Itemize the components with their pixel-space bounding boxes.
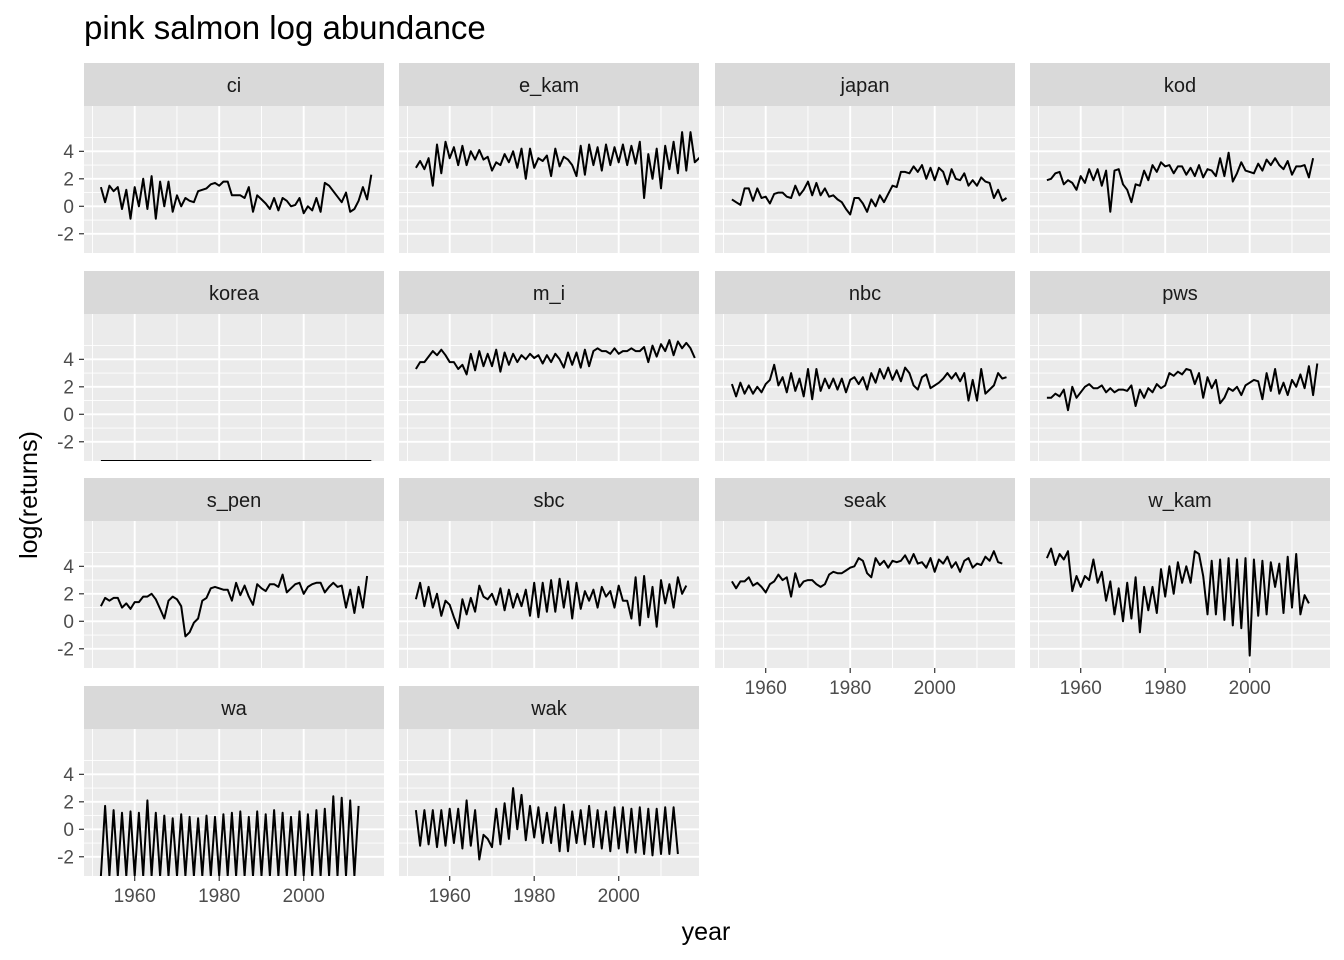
series-line-japan bbox=[731, 164, 1008, 216]
strip-background bbox=[1030, 63, 1330, 106]
series-line-s_pen bbox=[100, 573, 369, 638]
strip-background bbox=[715, 271, 1015, 314]
x-tick-label: 1960 bbox=[745, 678, 787, 699]
strip-label: s_pen bbox=[207, 490, 262, 512]
facet-panel-ci: ci -2 0 2 4 bbox=[57, 63, 384, 253]
strip-label: kod bbox=[1164, 75, 1196, 97]
facet-panel-pws: pws bbox=[1030, 271, 1330, 461]
facet-panels: ci -2 0 2 4 e_kam japan kod korea -2 0 2 4 m_i nbc pws s… bbox=[57, 63, 1330, 907]
strip-background bbox=[399, 271, 699, 314]
y-tick-label: 4 bbox=[63, 765, 74, 786]
y-tick-label: 2 bbox=[63, 169, 74, 190]
y-tick-label: 2 bbox=[63, 792, 74, 813]
strip-background bbox=[715, 478, 1015, 521]
x-tick-label: 2000 bbox=[283, 886, 325, 907]
strip-label: wak bbox=[530, 698, 568, 720]
facet-panel-w_kam: w_kam 1960 1980 2000 bbox=[1030, 478, 1330, 699]
x-tick-label: 1980 bbox=[829, 678, 871, 699]
strip-label: japan bbox=[840, 75, 890, 97]
facet-panel-seak: seak 1960 1980 2000 bbox=[715, 478, 1015, 699]
series-line-pws bbox=[1046, 363, 1319, 412]
facet-panel-m_i: m_i bbox=[399, 271, 699, 461]
series-line-e_kam bbox=[415, 131, 699, 199]
strip-label: e_kam bbox=[519, 75, 579, 97]
series-line-w_kam bbox=[1045, 547, 1310, 657]
facet-panel-wa: wa -2 0 2 4 1960 1980 2000 bbox=[57, 686, 384, 907]
chart-title: pink salmon log abundance bbox=[84, 9, 486, 46]
y-axis-title: log(returns) bbox=[15, 431, 43, 559]
x-tick-label: 2000 bbox=[598, 886, 640, 907]
strip-background bbox=[1030, 271, 1330, 314]
series-line-seak bbox=[731, 550, 1003, 598]
series-line-wak bbox=[414, 787, 679, 861]
strip-background bbox=[1030, 478, 1330, 521]
strip-label: sbc bbox=[533, 490, 564, 512]
x-axis-title: year bbox=[682, 918, 731, 946]
y-tick-label: 4 bbox=[63, 350, 74, 371]
strip-label: ci bbox=[227, 75, 241, 97]
x-tick-label: 1960 bbox=[429, 886, 471, 907]
y-tick-label: -2 bbox=[57, 639, 74, 660]
x-tick-label: 1980 bbox=[513, 886, 555, 907]
y-tick-label: -2 bbox=[57, 432, 74, 453]
strip-background bbox=[399, 63, 699, 106]
series-line-ci bbox=[99, 174, 373, 220]
x-tick-label: 1980 bbox=[1144, 678, 1186, 699]
strip-background bbox=[84, 63, 384, 106]
facet-panel-nbc: nbc bbox=[715, 271, 1015, 461]
facet-panel-korea: korea -2 0 2 4 bbox=[57, 271, 384, 461]
facet-panel-sbc: sbc bbox=[399, 478, 699, 668]
strip-label: w_kam bbox=[1147, 490, 1211, 512]
facet-panel-japan: japan bbox=[715, 63, 1015, 253]
strip-background bbox=[84, 271, 384, 314]
facet-panel-s_pen: s_pen -2 0 2 4 bbox=[57, 478, 384, 668]
y-tick-label: 2 bbox=[63, 584, 74, 605]
x-tick-label: 1980 bbox=[198, 886, 240, 907]
y-tick-label: 4 bbox=[63, 557, 74, 578]
strip-background bbox=[84, 478, 384, 521]
facet-panel-wak: wak 1960 1980 2000 bbox=[399, 686, 699, 907]
series-line-m_i bbox=[415, 339, 696, 376]
y-tick-label: 0 bbox=[63, 612, 74, 633]
strip-background bbox=[399, 686, 699, 729]
x-tick-label: 1960 bbox=[1060, 678, 1102, 699]
y-tick-label: 4 bbox=[63, 142, 74, 163]
facet-panel-e_kam: e_kam bbox=[399, 63, 699, 253]
facet-panel-kod: kod bbox=[1030, 63, 1330, 253]
strip-label: nbc bbox=[849, 283, 881, 305]
series-line-kod bbox=[1046, 151, 1315, 213]
series-line-nbc bbox=[730, 363, 1007, 402]
y-tick-label: 0 bbox=[63, 405, 74, 426]
strip-background bbox=[84, 686, 384, 729]
strip-label: wa bbox=[220, 698, 247, 720]
strip-background bbox=[399, 478, 699, 521]
y-tick-label: -2 bbox=[57, 224, 74, 245]
strip-label: pws bbox=[1162, 283, 1198, 305]
x-tick-label: 2000 bbox=[914, 678, 956, 699]
strip-background bbox=[715, 63, 1015, 106]
y-tick-label: 2 bbox=[63, 377, 74, 398]
strip-label: korea bbox=[209, 283, 260, 305]
series-line-wa bbox=[99, 795, 360, 876]
y-tick-label: 0 bbox=[63, 820, 74, 841]
x-tick-label: 2000 bbox=[1229, 678, 1271, 699]
strip-label: seak bbox=[844, 490, 887, 512]
x-tick-label: 1960 bbox=[114, 886, 156, 907]
y-tick-label: -2 bbox=[57, 847, 74, 868]
strip-label: m_i bbox=[533, 283, 565, 305]
series-line-sbc bbox=[414, 575, 688, 630]
y-tick-label: 0 bbox=[63, 197, 74, 218]
